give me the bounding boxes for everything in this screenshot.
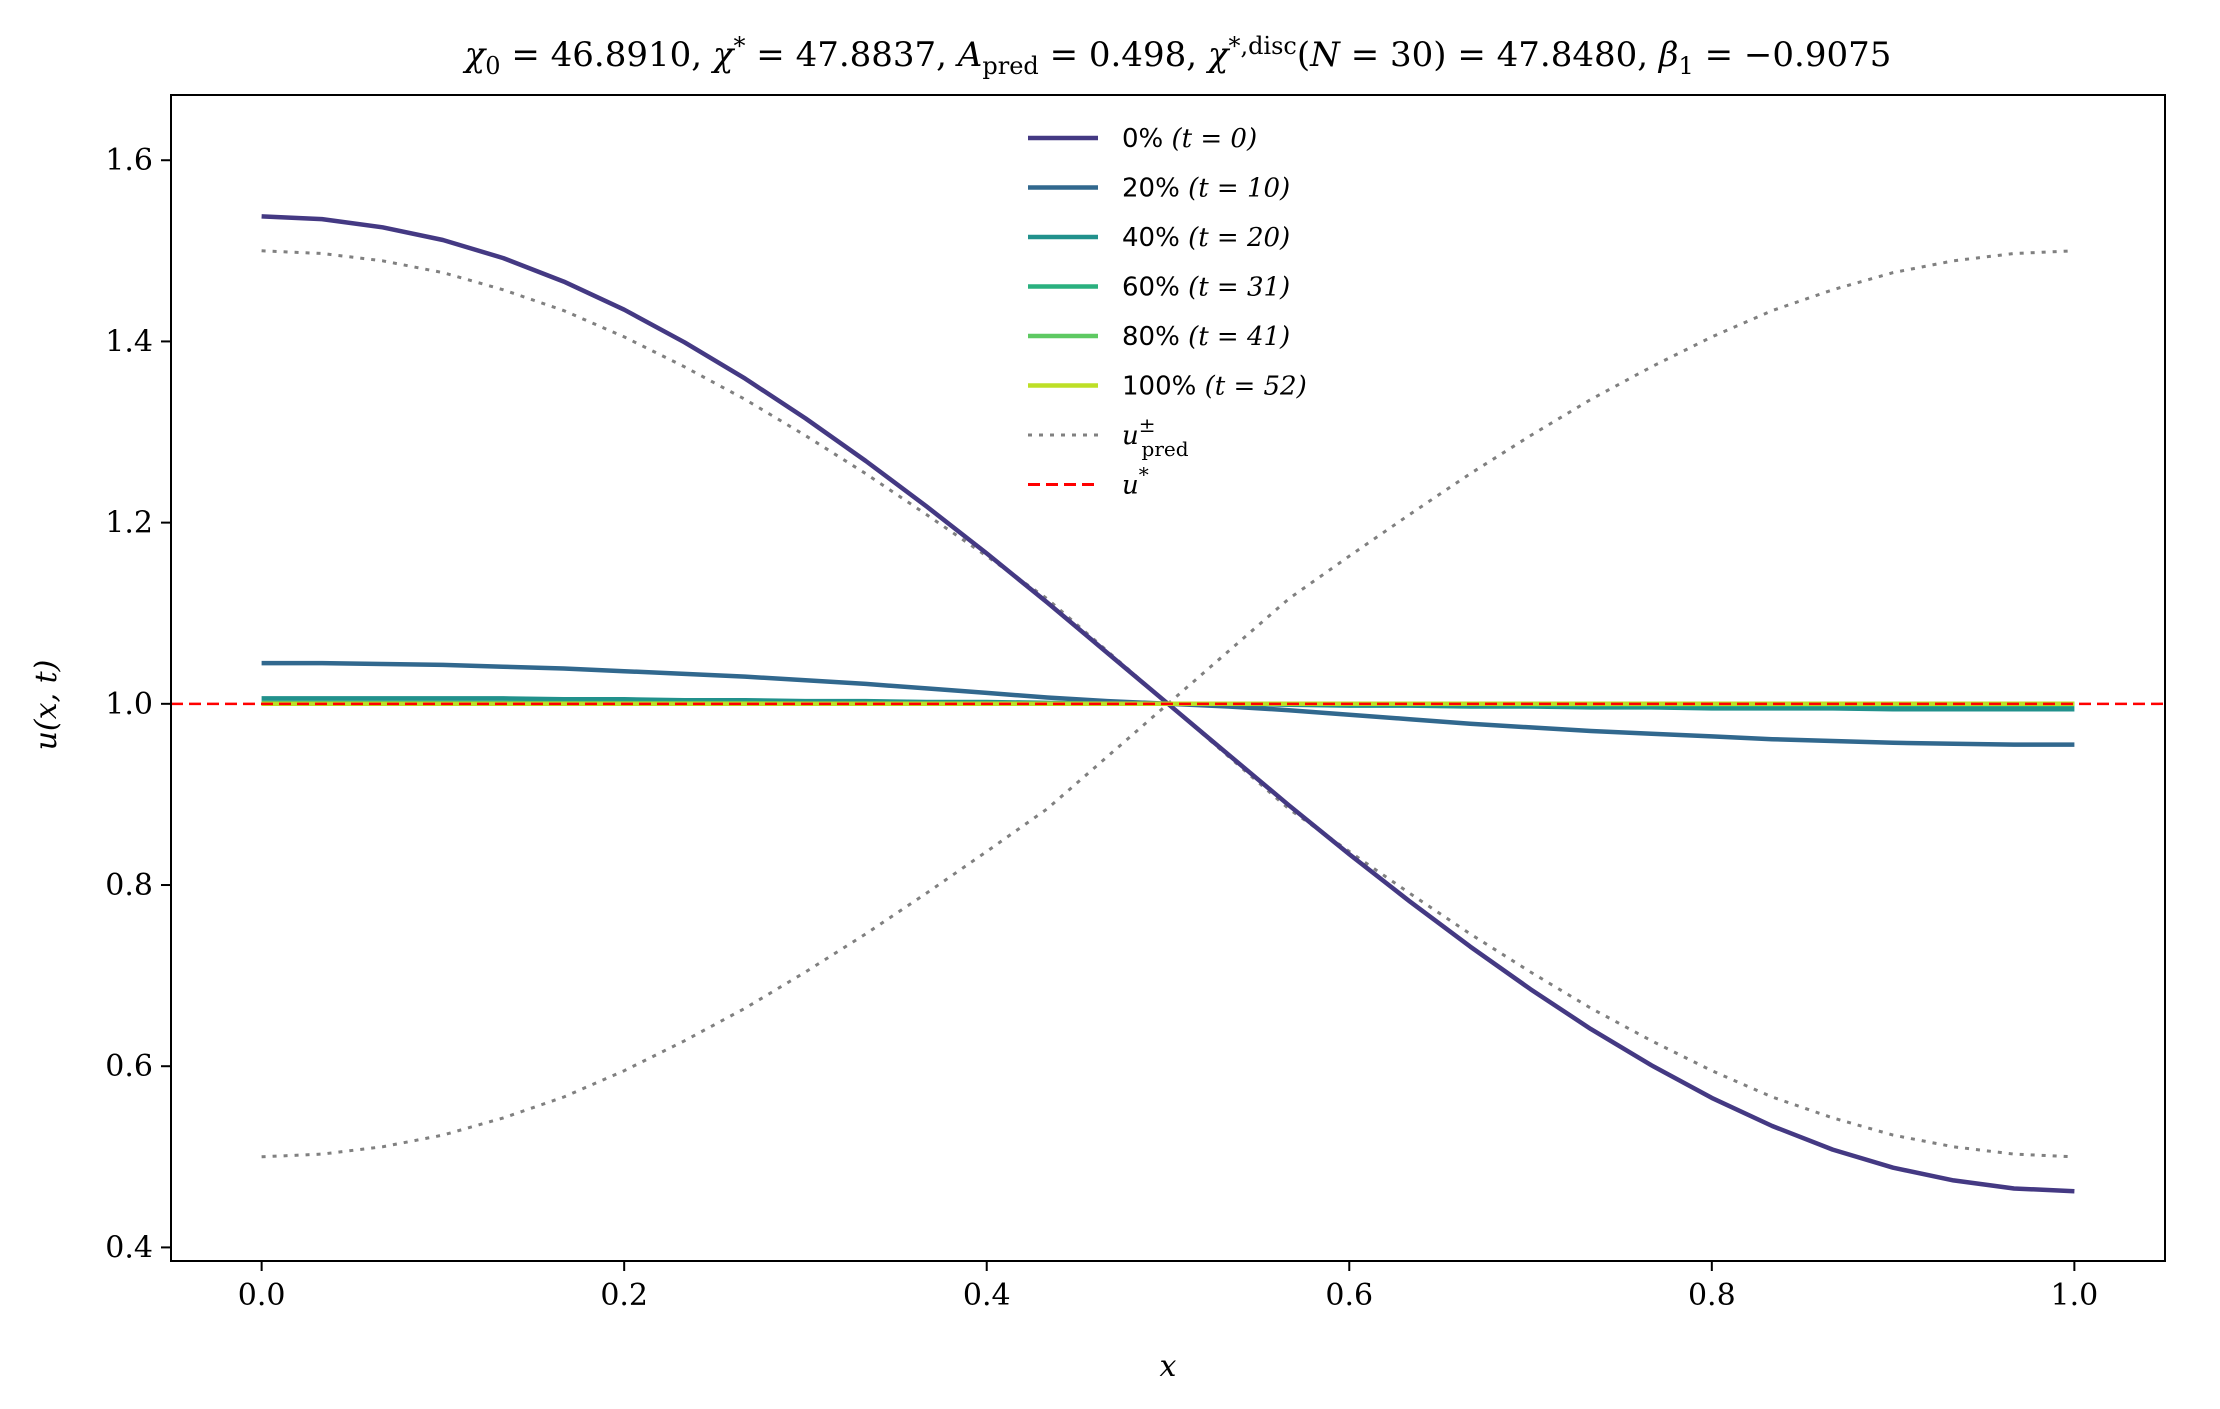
series-u-pred--line (261, 249, 2075, 1159)
legend: 0% (t = 0) 20% (t = 10) 40% (t = 20) 60% (t… (1028, 124, 1307, 501)
axes-frame (170, 94, 2166, 1262)
legend-label: 60% (t = 31) (1122, 273, 1290, 303)
legend-label: 100% (t = 52) (1122, 372, 1307, 402)
x-tick-label: 1.0 (2051, 1278, 2099, 1313)
legend-label: 20% (t = 10) (1122, 174, 1290, 204)
chart-title: χ0 = 46.8910, χ* = 47.8837, Apred = 0.49… (463, 32, 1892, 80)
legend-label: 40% (t = 20) (1122, 223, 1290, 253)
y-tick-label: 1.2 (105, 506, 153, 541)
y-tick-label: 0.4 (105, 1230, 153, 1265)
y-axis: 0.4 0.6 0.8 1.0 1.2 1.4 1.6 (105, 143, 171, 1265)
y-tick-label: 0.8 (105, 868, 153, 903)
x-axis: 0.0 0.2 0.4 0.6 0.8 1.0 (238, 1261, 2098, 1313)
plot-area (171, 214, 2165, 1194)
y-axis-label: u(x, t) (29, 660, 64, 751)
y-tick-label: 1.4 (105, 324, 153, 359)
x-tick-label: 0.6 (1325, 1278, 1373, 1313)
legend-label: 80% (t = 41) (1122, 322, 1290, 352)
series-u-pred--line (261, 249, 2075, 1159)
x-tick-label: 0.0 (238, 1278, 286, 1313)
legend-label: 0% (t = 0) (1122, 124, 1257, 154)
legend-label: u* (1122, 463, 1149, 501)
y-tick-label: 1.6 (105, 143, 153, 178)
x-tick-label: 0.2 (600, 1278, 648, 1313)
y-tick-label: 0.6 (105, 1049, 153, 1084)
legend-label: u± pred (1122, 413, 1189, 461)
x-axis-label: x (1160, 1349, 1177, 1384)
y-tick-label: 1.0 (105, 687, 153, 722)
x-tick-label: 0.4 (963, 1278, 1011, 1313)
x-tick-label: 0.8 (1688, 1278, 1736, 1313)
